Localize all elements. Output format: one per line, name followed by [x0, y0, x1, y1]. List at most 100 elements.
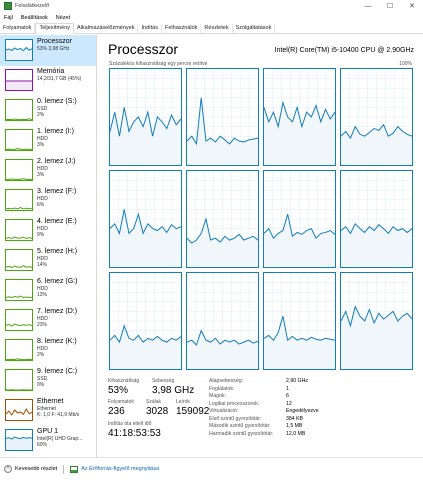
spec-value: 384 KB: [286, 415, 304, 422]
sidebar-item-text: 7. lemez (D:) HDD 23%: [37, 308, 95, 328]
menu-view[interactable]: Nézet: [55, 14, 71, 21]
sidebar-item-text: 6. lemez (G:) HDD 13%: [37, 278, 95, 298]
sidebar-item-3[interactable]: 1. lemez (I:) HDD 3%: [0, 125, 96, 156]
sidebar-item-label: 3. lemez (F:): [37, 188, 77, 195]
tab-services[interactable]: Szolgáltatások: [233, 24, 276, 33]
fewer-details-label: Kevesebb részlet: [15, 466, 58, 472]
open-resource-monitor-link[interactable]: Az Erőforrás-figyelő megnyitása: [70, 465, 159, 473]
uptime-label: Indítás óta eltelt idő: [108, 421, 152, 427]
sidebar-item-5[interactable]: 3. lemez (F:) HDD 6%: [0, 185, 96, 216]
tab-performance[interactable]: Teljesítmény: [35, 23, 75, 34]
footer-divider: [63, 464, 65, 474]
sidebar-item-value: K: 1,0 F: 41,9 Mb/s: [37, 412, 80, 418]
sidebar-item-value: 13%: [37, 292, 48, 298]
sidebar-item-label: 2. lemez (J:): [37, 158, 76, 165]
sidebar-item-subtitle: HDD: [37, 196, 48, 202]
sidebar-item-label: 8. lemez (K:): [37, 338, 77, 345]
sidebar-item-subtitle: HDD: [37, 346, 48, 352]
sidebar-item-label: 4. lemez (E:): [37, 218, 77, 225]
sidebar-item-label: 6. lemez (G:): [37, 278, 78, 285]
sidebar-item-text: 3. lemez (F:) HDD 6%: [37, 188, 95, 208]
logical-processor-graph-2: [263, 68, 336, 166]
sidebar-item-subtitle: HDD: [37, 166, 48, 172]
sidebar-item-7[interactable]: 5. lemez (H:) HDD 14%: [0, 245, 96, 276]
sidebar-item-label: 9. lemez (C:): [37, 368, 78, 375]
sidebar-item-text: Memória 14,2/31,7 GB (45%): [37, 68, 95, 82]
sidebar-item-subtitle: Intel(R) UHD Grap...: [37, 436, 83, 442]
tab-details[interactable]: Részletek: [201, 24, 233, 33]
sidebar-item-label: Ethernet: [37, 398, 64, 405]
sidebar-item-label: 5. lemez (H:): [37, 248, 78, 255]
spec-label: Második szintű gyorsítótár:: [209, 423, 271, 429]
processes-value: 236: [108, 406, 125, 417]
sidebar-item-text: GPU 1 Intel(R) UHD Grap... 60%: [37, 428, 95, 448]
threads-value: 3028: [146, 406, 169, 417]
title-bar: Feladatkezelő — ☐ ✕: [0, 0, 423, 12]
logical-processor-graph-10: [263, 272, 336, 370]
logical-processor-graph-9: [186, 272, 259, 370]
sidebar-item-0[interactable]: Processzor 53% 3,98 GHz: [0, 35, 96, 66]
sidebar-item-8[interactable]: 6. lemez (G:) HDD 13%: [0, 275, 96, 306]
cpu-stats: Kihasználtság 53% Sebesség 3,98 GHz Foly…: [108, 378, 418, 458]
tab-startup[interactable]: Indítás: [138, 24, 162, 33]
utilization-label: Kihasználtság: [108, 378, 140, 384]
spec-label: Első szintű gyorsítótár:: [209, 415, 262, 422]
speed-value: 3,98 GHz: [152, 385, 195, 396]
spec-label: Alapsebesség:: [209, 378, 244, 384]
cpu-detail-panel: Processzor Intel(R) Core(TM) i5-10400 CP…: [98, 35, 423, 457]
logical-processor-graph-11: [340, 272, 413, 370]
sidebar-item-value: 14%: [37, 262, 48, 268]
sidebar-item-value: 0%: [37, 382, 45, 388]
sidebar-item-label: 1. lemez (I:): [37, 128, 74, 135]
logical-processor-graph-1: [186, 68, 259, 166]
menu-settings[interactable]: Beállítások: [20, 14, 48, 21]
sidebar-item-graph: [5, 159, 33, 181]
task-manager-app-icon: [4, 2, 12, 10]
spec-value: 6: [286, 393, 289, 399]
sidebar-item-graph: [5, 309, 33, 331]
sidebar-item-graph: [5, 249, 33, 271]
sidebar-item-text: 2. lemez (J:) HDD 3%: [37, 158, 95, 178]
fewer-details-button[interactable]: ⌃ Kevesebb részlet: [4, 465, 57, 473]
sidebar-item-graph: [5, 129, 33, 151]
sidebar-item-label: 7. lemez (D:): [37, 308, 78, 315]
menu-file[interactable]: Fájl: [4, 14, 13, 21]
maximize-button[interactable]: ☐: [386, 3, 394, 10]
threads-label: Szálak: [146, 399, 162, 405]
tab-processes[interactable]: Folyamatok: [0, 24, 36, 33]
sidebar-item-graph: [5, 69, 33, 91]
sidebar-item-subtitle: HDD: [37, 226, 48, 232]
sidebar-item-text: Processzor 53% 3,98 GHz: [37, 38, 95, 52]
sidebar-item-11[interactable]: 9. lemez (C:) SSD 0%: [0, 365, 96, 396]
sidebar-item-12[interactable]: Ethernet Ethernet K: 1,0 F: 41,9 Mb/s: [0, 395, 96, 426]
sidebar-item-graph: [5, 399, 33, 421]
close-button[interactable]: ✕: [409, 3, 415, 10]
sidebar-item-graph: [5, 339, 33, 361]
menu-bar: Fájl Beállítások Nézet: [0, 12, 423, 23]
footer-bar: ⌃ Kevesebb részlet Az Erőforrás-figyelő …: [0, 457, 423, 480]
logical-processor-graph-4: [109, 170, 182, 268]
tab-users[interactable]: Felhasználók: [162, 24, 202, 33]
sidebar-item-subtitle: HDD: [37, 316, 48, 322]
sidebar-item-graph: [5, 189, 33, 211]
sidebar-item-1[interactable]: Memória 14,2/31,7 GB (45%): [0, 65, 96, 96]
sidebar-item-4[interactable]: 2. lemez (J:) HDD 3%: [0, 155, 96, 186]
sidebar-item-graph: [5, 429, 33, 451]
resource-sidebar: Processzor 53% 3,98 GHz Memória 14,2/31,7 G…: [0, 35, 97, 457]
sidebar-item-text: 9. lemez (C:) SSD 0%: [37, 368, 95, 388]
sidebar-item-6[interactable]: 4. lemez (E:) HDD 9%: [0, 215, 96, 246]
sidebar-item-9[interactable]: 7. lemez (D:) HDD 23%: [0, 305, 96, 336]
spec-value: 1: [286, 385, 289, 392]
sidebar-item-graph: [5, 39, 33, 61]
tab-app-history[interactable]: Alkalmazáselőzmények: [74, 24, 139, 33]
handles-value: 159092: [176, 406, 210, 417]
minimize-button[interactable]: —: [364, 2, 372, 10]
sidebar-item-10[interactable]: 8. lemez (K:) HDD 2%: [0, 335, 96, 366]
sidebar-item-13[interactable]: GPU 1 Intel(R) UHD Grap... 60%: [0, 425, 96, 456]
sidebar-item-graph: [5, 219, 33, 241]
sidebar-item-value: 6%: [37, 202, 45, 208]
sidebar-item-2[interactable]: 0. lemez (S:) SSD 2%: [0, 95, 96, 126]
sidebar-item-value: 3%: [37, 172, 45, 178]
sidebar-item-subtitle: SSD: [37, 376, 48, 382]
sidebar-item-graph: [5, 99, 33, 121]
